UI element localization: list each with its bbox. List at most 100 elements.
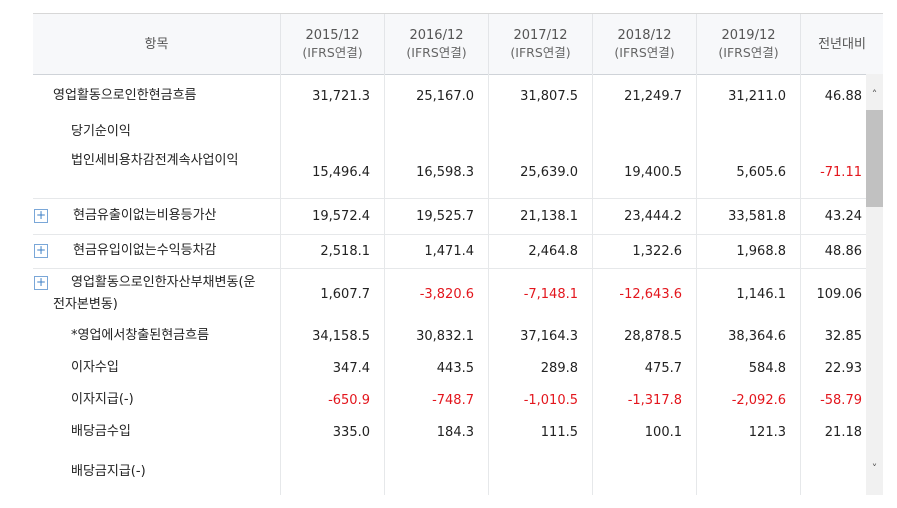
value-cell	[478, 118, 578, 146]
value-cell: 31,211.0	[728, 88, 786, 104]
value-cell: 1,607.7	[320, 286, 370, 302]
table-row: 법인세비용차감전계속사업이익 15,496.4 16,598.3 25,639.0 19…	[33, 146, 866, 199]
table-row: 배당금수입 335.0 184.3 111.5 100.1 121.3 21.18	[33, 416, 866, 448]
value-cell: 31,807.5	[520, 88, 578, 104]
value-cell: 443.5	[436, 360, 474, 376]
header-year: 2019/12	[721, 28, 776, 43]
value-cell: -1,317.8	[627, 392, 682, 408]
value-cell: 38,364.6	[728, 328, 786, 344]
table-row: 이자수입 347.4 443.5 289.8 475.7 584.8 22.93	[33, 352, 866, 384]
value-cell: 28,878.5	[624, 328, 682, 344]
yoy-cell: -58.79	[820, 392, 862, 408]
value-cell: 21,249.7	[624, 88, 682, 104]
yoy-cell: 48.86	[824, 243, 862, 259]
expand-plus-icon[interactable]: +	[34, 208, 48, 223]
row-label: 영업활동으로인한현금흐름	[53, 88, 197, 103]
header-period-2015: 2015/12 (IFRS연결)	[280, 14, 384, 74]
value-cell: 15,496.4	[312, 164, 370, 180]
value-cell: 19,572.4	[312, 208, 370, 224]
table-row: 영업활동으로인한현금흐름 31,721.3 25,167.0 31,807.5 21,2…	[33, 74, 866, 118]
value-cell: 19,400.5	[624, 164, 682, 180]
row-label: 현금유입이없는수익등차감	[73, 243, 217, 258]
row-label: 현금유출이없는비용등가산	[73, 208, 217, 223]
header-basis: (IFRS연결)	[406, 45, 467, 60]
header-year: 2017/12	[513, 28, 568, 43]
row-label: 영업활동으로인한자산부채변동(운전자본변동)	[53, 275, 256, 312]
yoy-cell: 21.18	[824, 424, 862, 440]
table-header: 항목 2015/12 (IFRS연결) 2016/12 (IFRS연결) 201…	[33, 13, 883, 75]
row-label: 배당금지급(-)	[71, 463, 146, 479]
row-label: 법인세비용차감전계속사업이익	[71, 153, 239, 168]
header-yoy: 전년대비	[800, 14, 883, 74]
value-cell: -2,092.6	[731, 392, 786, 408]
header-item: 항목	[33, 14, 280, 74]
row-label: 당기순이익	[71, 124, 131, 139]
scrollbar-thumb[interactable]	[866, 110, 883, 207]
value-cell: -7,148.1	[523, 286, 578, 302]
value-cell: 16,598.3	[416, 164, 474, 180]
table-body: 영업활동으로인한현금흐름 31,721.3 25,167.0 31,807.5 21,2…	[33, 74, 866, 495]
chevron-down-icon[interactable]: ˅	[871, 462, 878, 475]
value-cell	[582, 448, 682, 495]
value-cell: 121.3	[748, 424, 786, 440]
table-row: 현금유출이없는비용등가산 +19,572.4 19,525.7 21,138.1 23,…	[33, 198, 866, 235]
value-cell: 1,968.8	[736, 243, 786, 259]
value-cell: -650.9	[328, 392, 370, 408]
value-cell: -1,010.5	[523, 392, 578, 408]
value-cell	[686, 118, 786, 146]
value-cell: 21,138.1	[520, 208, 578, 224]
header-period-2016: 2016/12 (IFRS연결)	[384, 14, 488, 74]
row-label: 배당금수입	[71, 424, 131, 439]
value-cell: 347.4	[332, 360, 370, 376]
value-cell	[374, 118, 474, 146]
expand-plus-icon[interactable]: +	[34, 275, 48, 290]
value-cell: 5,605.6	[736, 164, 786, 180]
value-cell	[270, 448, 370, 495]
header-basis: (IFRS연결)	[302, 45, 363, 60]
value-cell: 1,146.1	[736, 286, 786, 302]
header-year: 2016/12	[409, 28, 464, 43]
value-cell: 19,525.7	[416, 208, 474, 224]
header-basis: (IFRS연결)	[614, 45, 675, 60]
header-basis: (IFRS연결)	[510, 45, 571, 60]
table-row: 배당금지급(-)	[33, 448, 866, 495]
value-cell: 33,581.8	[728, 208, 786, 224]
expand-plus-icon[interactable]: +	[34, 243, 48, 258]
table-row: 당기순이익	[33, 118, 866, 146]
value-cell: 31,721.3	[312, 88, 370, 104]
value-cell: 111.5	[540, 424, 578, 440]
value-cell: 25,167.0	[416, 88, 474, 104]
header-year: 2018/12	[617, 28, 672, 43]
value-cell: -3,820.6	[419, 286, 474, 302]
cash-flow-table: 항목 2015/12 (IFRS연결) 2016/12 (IFRS연결) 201…	[33, 13, 883, 495]
header-item-label: 항목	[144, 36, 169, 52]
header-period-2018: 2018/12 (IFRS연결)	[592, 14, 696, 74]
yoy-cell: -71.11	[820, 164, 862, 180]
row-label: 이자지급(-)	[71, 392, 134, 407]
value-cell: -12,643.6	[619, 286, 682, 302]
chevron-up-icon[interactable]: ˄	[871, 88, 878, 101]
value-cell	[582, 118, 682, 146]
value-cell: 2,464.8	[528, 243, 578, 259]
header-yoy-label: 전년대비	[818, 36, 866, 52]
value-cell: 30,832.1	[416, 328, 474, 344]
vertical-scrollbar[interactable]: ˄ ˅	[866, 74, 883, 495]
yoy-cell	[782, 448, 862, 495]
value-cell: 34,158.5	[312, 328, 370, 344]
yoy-cell	[782, 118, 862, 146]
table-row: 영업활동으로인한자산부채변동(운전자본변동) +1,607.7 -3,820.6 -7…	[33, 268, 866, 320]
value-cell: 335.0	[332, 424, 370, 440]
value-cell: 37,164.3	[520, 328, 578, 344]
yoy-cell: 32.85	[824, 328, 862, 344]
value-cell: 2,518.1	[320, 243, 370, 259]
value-cell	[686, 448, 786, 495]
table-row: *영업에서창출된현금흐름 34,158.5 30,832.1 37,164.3 28,8…	[33, 320, 866, 352]
value-cell: 289.8	[540, 360, 578, 376]
yoy-cell: 22.93	[824, 360, 862, 376]
header-period-2019: 2019/12 (IFRS연결)	[696, 14, 800, 74]
value-cell: 1,322.6	[632, 243, 682, 259]
table-row: 이자지급(-) -650.9 -748.7 -1,010.5 -1,317.8 -2,09…	[33, 384, 866, 416]
value-cell: 475.7	[644, 360, 682, 376]
value-cell	[374, 448, 474, 495]
value-cell: 23,444.2	[624, 208, 682, 224]
